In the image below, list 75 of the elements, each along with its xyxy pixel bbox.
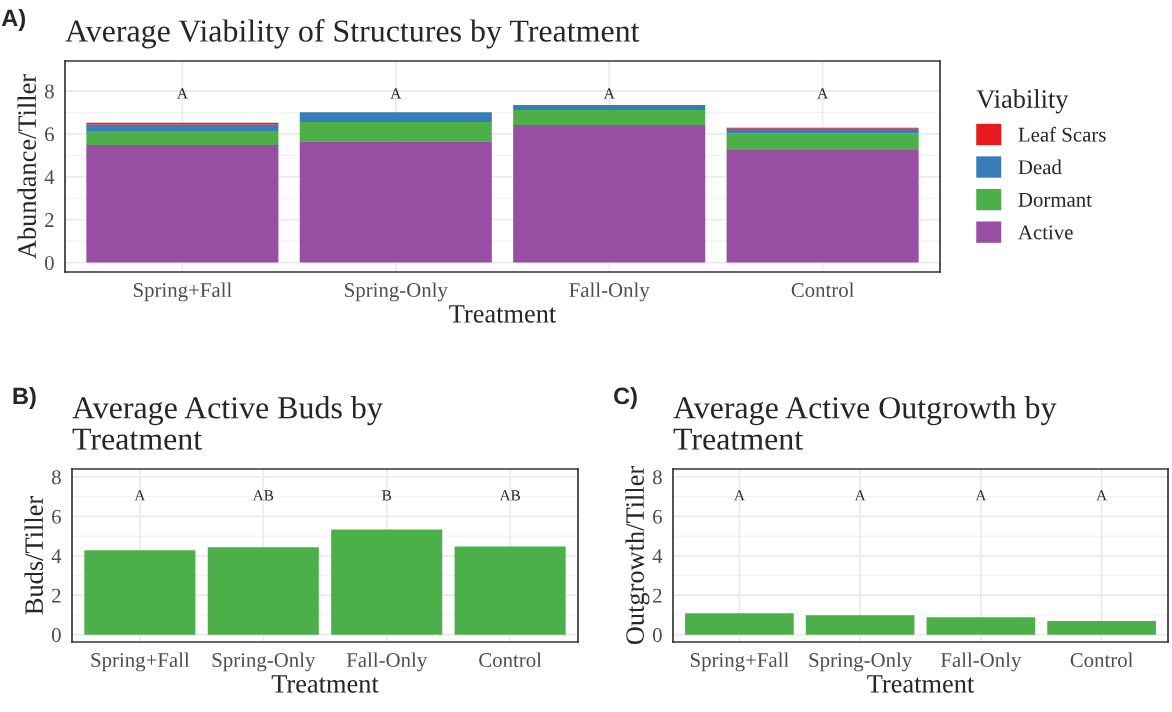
bar bbox=[331, 529, 443, 635]
y-tick-label: 6 bbox=[52, 509, 61, 524]
bar bbox=[86, 124, 279, 132]
annotation: A bbox=[390, 88, 402, 99]
annotation: B bbox=[382, 490, 392, 501]
annotation: A bbox=[854, 490, 866, 501]
x-tick-label: Spring-Only bbox=[212, 652, 316, 672]
y-tick-label: 0 bbox=[44, 255, 54, 270]
annotation: A bbox=[817, 88, 829, 99]
chart-title: Average Active Buds by Treatment bbox=[72, 396, 383, 450]
legend-label: Dead bbox=[1018, 159, 1062, 175]
y-axis-title: Buds/Tiller bbox=[24, 496, 44, 615]
bar bbox=[805, 615, 915, 635]
x-axis-title: Treatment bbox=[449, 305, 557, 323]
x-tick-label: Spring+Fall bbox=[690, 652, 789, 672]
annotation: A bbox=[177, 88, 188, 99]
annotation: A bbox=[1096, 490, 1107, 501]
legend-label: Active bbox=[1018, 225, 1073, 240]
x-tick-label: Spring-Only bbox=[345, 282, 448, 302]
y-tick-label: 2 bbox=[653, 588, 662, 603]
bar bbox=[299, 141, 492, 263]
bar bbox=[299, 122, 492, 142]
x-tick-label: Control bbox=[791, 282, 855, 298]
bar bbox=[926, 617, 1036, 635]
x-axis-title: Treatment bbox=[867, 675, 975, 693]
text: A) bbox=[1, 8, 25, 31]
legend-title: Viability bbox=[976, 89, 1069, 114]
y-axis-title: Outgrowth/Tiller bbox=[625, 466, 650, 645]
annotation: A bbox=[134, 490, 146, 501]
y-tick-label: 6 bbox=[45, 127, 54, 142]
annotation: AB bbox=[499, 490, 520, 501]
bar bbox=[513, 125, 706, 263]
y-tick-label: 0 bbox=[652, 628, 662, 643]
bar bbox=[513, 104, 706, 110]
legend-label: Dormant bbox=[1018, 192, 1092, 207]
x-tick-label: Control bbox=[1070, 652, 1134, 668]
y-tick-label: 4 bbox=[652, 549, 663, 564]
x-tick-label: Fall-Only bbox=[569, 282, 650, 302]
bar bbox=[726, 149, 919, 263]
y-tick-label: 8 bbox=[51, 470, 61, 485]
bar bbox=[513, 109, 706, 126]
chart-title: Average Viability of Structures by Treatment bbox=[65, 19, 640, 49]
x-tick-label: Spring+Fall bbox=[91, 652, 190, 672]
y-tick-label: 8 bbox=[652, 470, 662, 485]
y-tick-label: 4 bbox=[51, 549, 62, 564]
annotation: A bbox=[975, 490, 987, 501]
bar bbox=[1047, 621, 1156, 635]
chart-title: Average Active Outgrowth by Treatment bbox=[673, 396, 1057, 450]
y-tick-label: 2 bbox=[52, 588, 61, 603]
x-tick-label: Fall-Only bbox=[940, 652, 1022, 672]
x-tick-label: Spring+Fall bbox=[133, 282, 232, 302]
bar bbox=[86, 145, 279, 263]
x-tick-label: Control bbox=[479, 652, 542, 668]
y-tick-label: 8 bbox=[44, 84, 54, 99]
annotation: AB bbox=[252, 490, 274, 501]
bar bbox=[685, 613, 794, 635]
x-tick-label: Spring-Only bbox=[809, 652, 913, 672]
bar bbox=[726, 133, 919, 150]
legend-label: Leaf Scars bbox=[1018, 126, 1106, 142]
y-axis-title: Abundance/Tiller bbox=[17, 74, 37, 259]
y-tick-label: 4 bbox=[44, 170, 55, 185]
bar bbox=[86, 131, 279, 146]
bar bbox=[207, 547, 319, 635]
y-tick-label: 0 bbox=[51, 628, 61, 643]
annotation: A bbox=[603, 88, 615, 99]
annotation: A bbox=[734, 490, 745, 501]
bar bbox=[454, 546, 566, 635]
y-tick-label: 2 bbox=[45, 213, 54, 227]
bar bbox=[84, 550, 196, 635]
text: C) bbox=[614, 386, 637, 409]
bar bbox=[299, 112, 492, 123]
text: B) bbox=[13, 386, 36, 409]
y-tick-label: 6 bbox=[653, 509, 662, 524]
x-axis-title: Treatment bbox=[271, 675, 379, 693]
x-tick-label: Fall-Only bbox=[346, 652, 428, 672]
